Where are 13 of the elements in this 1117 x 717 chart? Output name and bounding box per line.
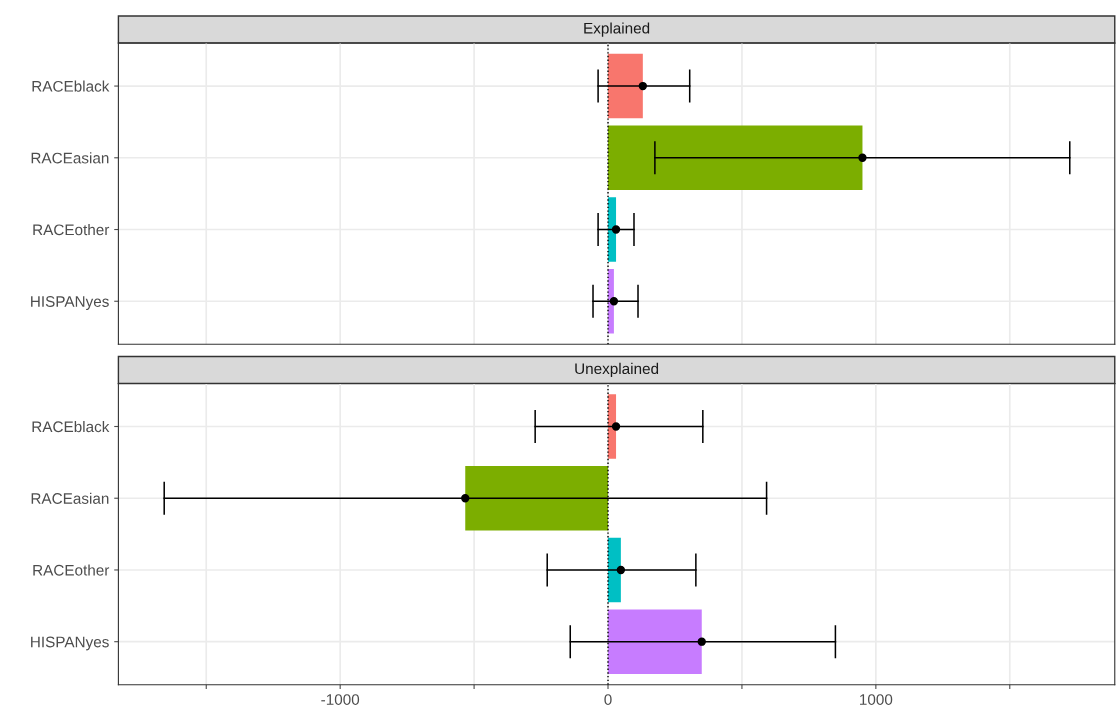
y-tick-label: RACEasian (31, 152, 109, 164)
x-tick-label: -1000 (321, 694, 360, 705)
y-tick-label: RACEother (33, 223, 110, 236)
x-tick-label: 0 (604, 694, 612, 705)
y-tick-label: RACEasian (31, 492, 109, 504)
y-tick-label: RACEother (33, 564, 110, 576)
y-tick-label: RACEblack (32, 420, 110, 433)
y-tick-label: RACEblack (32, 80, 110, 92)
chart-title: Explained (584, 22, 650, 37)
x-tick-label: 1000 (860, 694, 893, 705)
y-tick-label: HISPANyes (31, 296, 109, 310)
y-tick-label: HISPANyes (31, 636, 109, 651)
chart-title: Unexplained (575, 362, 659, 378)
